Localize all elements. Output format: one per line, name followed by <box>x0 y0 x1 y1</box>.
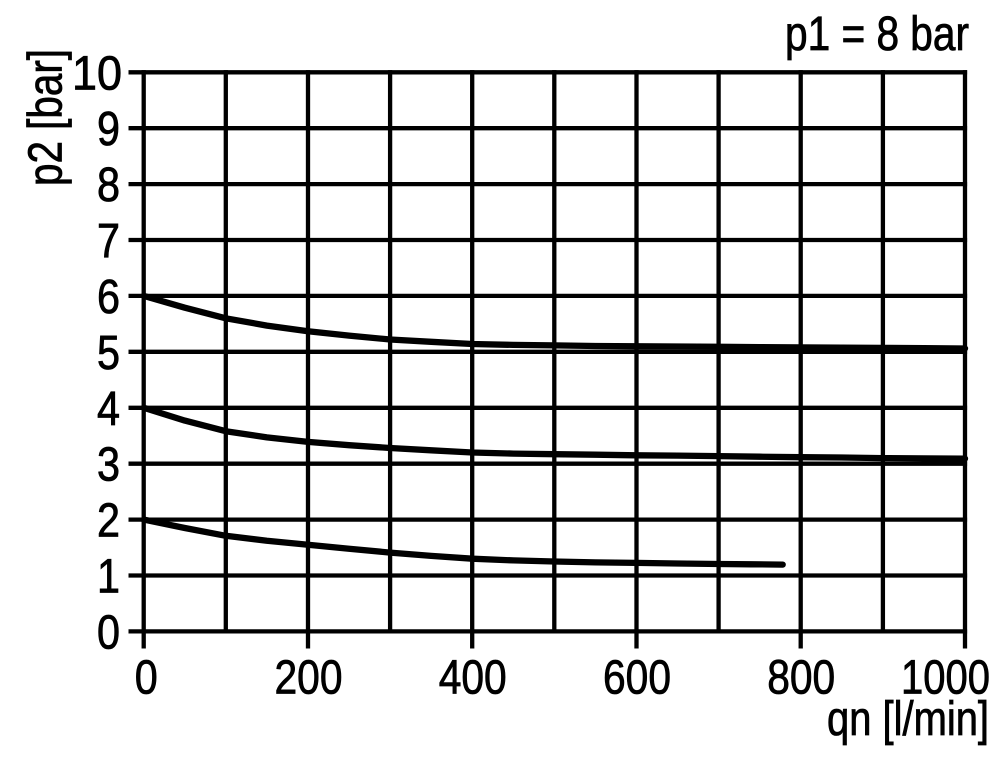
svg-text:p2 [bar]: p2 [bar] <box>20 49 73 186</box>
svg-text:400: 400 <box>439 652 507 705</box>
svg-text:800: 800 <box>767 652 835 705</box>
svg-text:1: 1 <box>97 551 120 604</box>
svg-text:1000: 1000 <box>901 652 990 705</box>
svg-text:qn [l/min]: qn [l/min] <box>827 693 989 746</box>
svg-text:10: 10 <box>72 47 122 100</box>
svg-text:7: 7 <box>97 215 120 268</box>
svg-text:8: 8 <box>97 159 120 212</box>
svg-text:4: 4 <box>97 383 120 436</box>
svg-text:5: 5 <box>97 327 120 380</box>
svg-text:9: 9 <box>97 103 120 156</box>
svg-text:600: 600 <box>603 652 671 705</box>
svg-text:3: 3 <box>97 439 120 492</box>
svg-text:0: 0 <box>135 652 158 705</box>
svg-text:0: 0 <box>97 606 120 659</box>
svg-text:p1 = 8 bar: p1 = 8 bar <box>785 8 969 61</box>
svg-text:6: 6 <box>97 271 120 324</box>
svg-text:200: 200 <box>275 652 343 705</box>
svg-text:2: 2 <box>97 495 120 548</box>
